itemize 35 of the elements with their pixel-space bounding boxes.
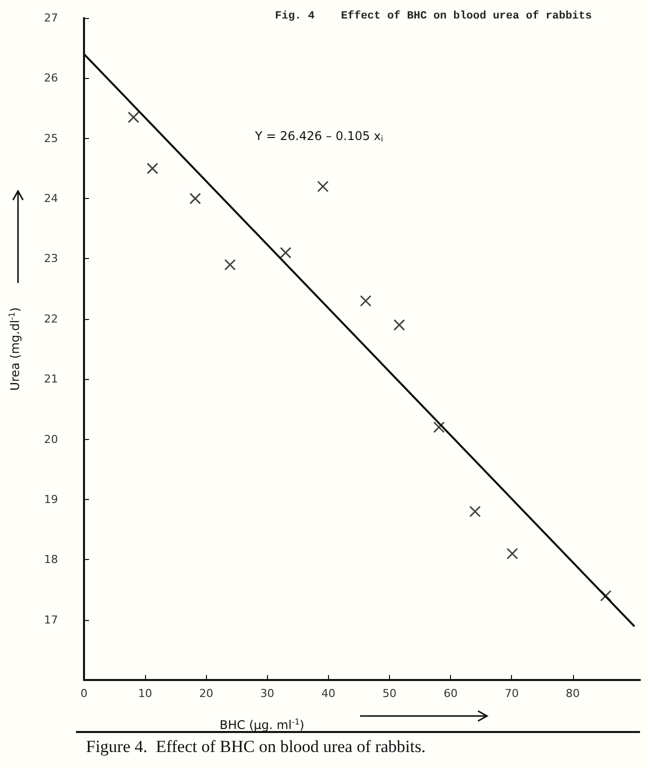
point: [224, 258, 236, 270]
x-tick-label: 30: [260, 687, 274, 700]
point: [128, 112, 140, 124]
y-axis-title: Urea (mg.dl-1): [8, 307, 22, 391]
point: [280, 246, 292, 258]
point: [360, 295, 372, 307]
y-tick-label: 18: [44, 553, 58, 566]
chart-title: Fig. 4 Effect of BHC on blood urea of rabbits: [275, 10, 592, 22]
x-tick-label: 50: [382, 687, 396, 700]
caption: Figure 4. Effect of BHC on blood urea of rabbits.: [86, 737, 426, 756]
x-tick-label: 0: [80, 687, 88, 700]
point: [394, 319, 406, 331]
y-tick-label: 24: [44, 192, 58, 206]
y-tick-label: 25: [44, 132, 58, 145]
x-tick-label: 40: [321, 687, 336, 700]
point: [600, 590, 612, 602]
point: [146, 162, 158, 174]
point: [506, 548, 518, 560]
x-tick-label: 10: [138, 687, 152, 700]
point: [433, 421, 445, 433]
y-tick-label: 23: [44, 252, 58, 266]
point: [317, 180, 329, 192]
y-tick-label: 21: [44, 372, 58, 386]
y-tick-label: 20: [44, 432, 58, 446]
x-tick-label: 60: [444, 687, 458, 700]
y-tick-label: 26: [44, 72, 58, 85]
x-tick-label: 20: [199, 687, 214, 700]
x-tick-label: 70: [504, 687, 519, 700]
point: [189, 192, 201, 204]
x-tick-label: 80: [566, 687, 580, 700]
point: [469, 506, 481, 518]
y-tick-label: 19: [44, 492, 58, 506]
y-tick-label: 17: [44, 613, 58, 626]
y-tick-label: 22: [44, 312, 58, 326]
y-tick-label: 27: [44, 12, 58, 24]
